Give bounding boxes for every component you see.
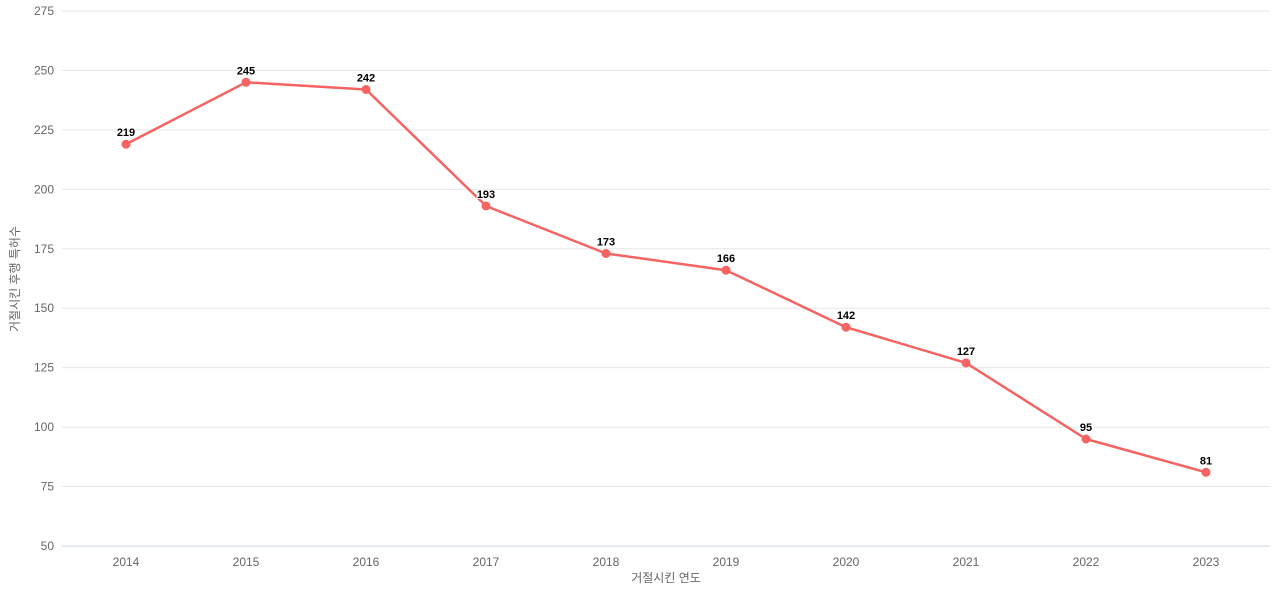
data-point-label: 142 bbox=[837, 310, 855, 322]
y-tick-label: 225 bbox=[34, 123, 54, 137]
data-point[interactable] bbox=[481, 201, 491, 211]
y-tick-label: 100 bbox=[34, 420, 54, 434]
y-tick-label: 75 bbox=[41, 480, 55, 494]
data-point-label: 81 bbox=[1200, 455, 1212, 467]
x-axis-tick-labels: 2014 2015 2016 2017 2018 2019 2020 2021 2022 2023 bbox=[113, 555, 1220, 569]
y-tick-label: 275 bbox=[34, 4, 54, 18]
x-tick-label: 2016 bbox=[353, 555, 380, 569]
data-point-label: 95 bbox=[1080, 422, 1092, 434]
data-point[interactable] bbox=[841, 322, 851, 332]
data-point-label: 219 bbox=[117, 127, 135, 139]
data-point[interactable] bbox=[961, 358, 971, 368]
data-point[interactable] bbox=[1201, 467, 1211, 477]
x-tick-label: 2014 bbox=[113, 555, 140, 569]
gridlines bbox=[62, 10, 1270, 547]
x-tick-label: 2021 bbox=[953, 555, 980, 569]
series-line bbox=[124, 81, 1208, 474]
y-tick-label: 200 bbox=[34, 182, 54, 196]
x-tick-label: 2017 bbox=[473, 555, 500, 569]
data-point-markers bbox=[121, 77, 1211, 477]
data-point[interactable] bbox=[241, 77, 251, 87]
line-series bbox=[124, 81, 1208, 474]
data-point[interactable] bbox=[1081, 434, 1091, 444]
data-point-label: 245 bbox=[237, 65, 255, 77]
y-tick-label: 175 bbox=[34, 242, 54, 256]
y-axis-title: 거절시킨 후행 특허수 bbox=[7, 226, 22, 332]
data-point-label: 173 bbox=[597, 237, 615, 249]
x-tick-label: 2022 bbox=[1073, 555, 1100, 569]
data-point[interactable] bbox=[721, 265, 731, 275]
data-point[interactable] bbox=[121, 139, 131, 149]
x-axis-title: 거절시킨 연도 bbox=[631, 571, 701, 585]
y-tick-label: 50 bbox=[41, 539, 55, 553]
data-point-label: 242 bbox=[357, 73, 375, 85]
y-tick-label: 125 bbox=[34, 361, 54, 375]
data-point-label: 127 bbox=[957, 346, 975, 358]
data-point[interactable] bbox=[601, 249, 611, 258]
data-point-label: 166 bbox=[717, 253, 735, 265]
data-point[interactable] bbox=[361, 85, 371, 94]
y-tick-label: 250 bbox=[34, 63, 54, 77]
x-tick-label: 2015 bbox=[233, 555, 260, 569]
data-point-labels: 219 245 242 193 173 166 142 127 95 81 bbox=[116, 64, 1213, 468]
x-tick-label: 2023 bbox=[1193, 555, 1220, 569]
data-point-label: 193 bbox=[477, 189, 495, 201]
y-axis-tick-labels: 275 250 225 200 175 150 125 100 75 50 bbox=[34, 4, 54, 553]
x-tick-label: 2020 bbox=[833, 555, 860, 569]
x-tick-label: 2018 bbox=[593, 555, 620, 569]
y-tick-label: 150 bbox=[34, 301, 54, 315]
x-tick-label: 2019 bbox=[713, 555, 740, 569]
